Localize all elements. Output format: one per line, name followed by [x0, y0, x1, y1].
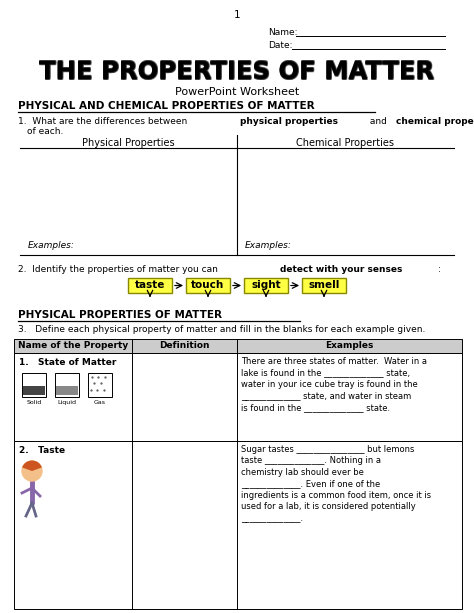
Text: Sugar tastes ________________ but lemons
taste ______________. Nothing in a
chem: Sugar tastes ________________ but lemons…: [241, 445, 431, 523]
Text: physical properties: physical properties: [240, 117, 338, 126]
Text: THE PROPERTIES OF MATTER: THE PROPERTIES OF MATTER: [39, 59, 434, 83]
Bar: [14, 353, 462, 441]
Text: of each.: of each.: [27, 127, 64, 136]
Text: 1.   State of Matter: 1. State of Matter: [19, 358, 117, 367]
Text: :: :: [438, 265, 440, 274]
Text: 1: 1: [234, 10, 240, 20]
Text: Gas: Gas: [94, 400, 106, 405]
Text: Chemical Properties: Chemical Properties: [297, 138, 394, 148]
Text: Examples: Examples: [325, 341, 374, 351]
Text: detect with your senses: detect with your senses: [280, 265, 402, 274]
Bar: [23, 386, 45, 395]
Wedge shape: [22, 460, 42, 471]
Text: Definition: Definition: [159, 341, 210, 351]
Text: PHYSICAL AND CHEMICAL PROPERTIES OF MATTER: PHYSICAL AND CHEMICAL PROPERTIES OF MATT…: [18, 101, 315, 111]
Text: Physical Properties: Physical Properties: [82, 138, 175, 148]
Text: Name:: Name:: [268, 28, 298, 37]
Text: 2.  Identify the properties of matter you can: 2. Identify the properties of matter you…: [18, 265, 221, 274]
Bar: [14, 441, 462, 609]
Text: THE PROPERTIES OF MATTER: THE PROPERTIES OF MATTER: [39, 60, 434, 84]
Text: PowerPoint Worksheet: PowerPoint Worksheet: [175, 87, 299, 97]
Text: THE PROPERTIES OF MATTER: THE PROPERTIES OF MATTER: [40, 61, 435, 85]
Text: and: and: [366, 117, 389, 126]
Text: touch: touch: [191, 281, 225, 291]
Bar: [55, 373, 79, 397]
Bar: [186, 278, 230, 293]
Text: 1.  What are the differences between: 1. What are the differences between: [18, 117, 190, 126]
Circle shape: [22, 461, 42, 481]
Text: 2.   Taste: 2. Taste: [19, 446, 65, 455]
Text: Date:: Date:: [268, 41, 292, 50]
Bar: [14, 339, 462, 353]
Text: There are three states of matter.  Water in a
lake is found in the _____________: There are three states of matter. Water …: [241, 357, 427, 412]
Bar: [302, 278, 346, 293]
Text: THE PROPERTIES OF MATTER: THE PROPERTIES OF MATTER: [40, 60, 435, 84]
Text: THE PROPERTIES OF MATTER: THE PROPERTIES OF MATTER: [39, 61, 434, 85]
Text: THE PROPERTIES OF MATTER: THE PROPERTIES OF MATTER: [39, 61, 435, 85]
Bar: [88, 373, 112, 397]
Text: Examples:: Examples:: [28, 241, 75, 250]
Text: smell: smell: [308, 281, 340, 291]
Text: Liquid: Liquid: [57, 400, 76, 405]
Bar: [128, 278, 172, 293]
Text: THE PROPERTIES OF MATTER: THE PROPERTIES OF MATTER: [39, 60, 435, 84]
Text: 3.   Define each physical property of matter and fill in the blanks for each exa: 3. Define each physical property of matt…: [18, 325, 425, 334]
Bar: [244, 278, 288, 293]
Text: chemical properties: chemical properties: [396, 117, 474, 126]
Text: Name of the Property: Name of the Property: [18, 341, 128, 351]
Text: sight: sight: [251, 281, 281, 291]
Text: taste: taste: [135, 281, 165, 291]
Text: Solid: Solid: [27, 400, 42, 405]
Bar: [22, 373, 46, 397]
Text: THE PROPERTIES OF MATTER: THE PROPERTIES OF MATTER: [40, 59, 435, 83]
Text: PHYSICAL PROPERTIES OF MATTER: PHYSICAL PROPERTIES OF MATTER: [18, 310, 222, 320]
Text: THE PROPERTIES OF MATTER: THE PROPERTIES OF MATTER: [39, 59, 435, 83]
Bar: [56, 386, 78, 395]
Text: Examples:: Examples:: [245, 241, 292, 250]
